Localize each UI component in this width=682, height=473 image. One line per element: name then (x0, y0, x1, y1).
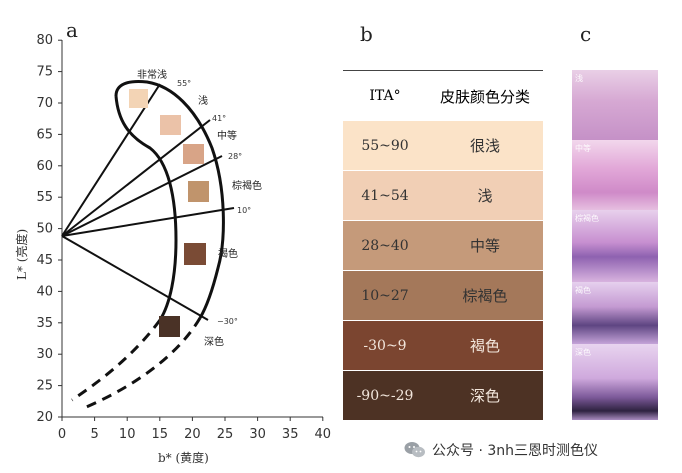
x-axis-title: b* (黄度) (158, 450, 209, 465)
label-brown: 褐色 (218, 247, 238, 260)
panel-a-letter: a (66, 18, 78, 42)
angle-41: 41° (212, 114, 226, 123)
ray-41 (61, 119, 211, 237)
table-header: ITA° 皮肤颜色分类 (343, 70, 543, 121)
y-tick-label: 75 (36, 65, 53, 80)
ita-diagram: 20 25 30 35 40 45 50 55 60 65 70 75 80 0 5 10 15 20 25 30 3… (0, 0, 340, 473)
row-label: 深色 (469, 387, 500, 405)
label-dark: 深色 (204, 335, 224, 348)
tissue-image-intermediate: 中等 (572, 140, 658, 210)
tissue-label: 褐色 (575, 286, 591, 295)
y-tick-label: 45 (36, 253, 53, 268)
tissue-image-tan: 棕褐色 (572, 210, 658, 282)
swatch-brown (184, 243, 206, 265)
angle-55: 55° (177, 79, 191, 88)
wechat-icon (404, 442, 425, 458)
row-range: 41~54 (361, 187, 409, 204)
y-tick-label: 20 (36, 410, 53, 425)
row-label: 很浅 (469, 137, 500, 155)
row-range: 55~90 (361, 137, 409, 154)
swatch-light (160, 115, 181, 135)
angle-28: 28° (228, 152, 242, 161)
ita-diagram-svg: 20 25 30 35 40 45 50 55 60 65 70 75 80 0 5 10 15 20 25 30 3… (14, 33, 332, 465)
gamut-inner-dashed (71, 319, 162, 402)
row-range: 10~27 (361, 287, 409, 304)
y-tick-label: 60 (36, 159, 53, 174)
y-axis-title: L* (亮度) (14, 229, 29, 280)
y-tick-label: 40 (36, 284, 53, 299)
swatch-very-light (129, 89, 148, 108)
x-tick-label: 25 (217, 427, 234, 442)
row-label: 褐色 (469, 337, 500, 355)
x-tick-label: 10 (119, 427, 136, 442)
y-tick-label: 25 (36, 379, 53, 394)
y-tick-label: 80 (36, 33, 53, 48)
swatch-dark (159, 316, 180, 337)
tissue-label: 深色 (575, 348, 591, 357)
histology-panel: 浅 中等 棕褐色 褐色 深色 (568, 0, 682, 473)
watermark: 公众号 · 3nh三恩时测色仪 (398, 436, 605, 464)
label-very-light: 非常浅 (137, 68, 167, 81)
tissue-image-brown: 褐色 (572, 282, 658, 344)
x-tick-label: 35 (282, 427, 299, 442)
ita-rays (61, 83, 235, 321)
tissue-image-light: 浅 (572, 70, 658, 140)
x-tick-label: 0 (58, 427, 66, 442)
panel-b-letter: b (360, 22, 373, 46)
row-range: -30~9 (363, 337, 407, 354)
swatch-intermediate (183, 144, 204, 164)
tissue-label: 中等 (575, 144, 591, 153)
swatch-tan (188, 181, 209, 202)
gamut-outer-dashed (83, 317, 202, 410)
header-ita: ITA° (369, 88, 401, 104)
row-range: 28~40 (361, 237, 409, 254)
panel-c-letter: c (580, 22, 592, 46)
angle-10: 10° (237, 206, 251, 215)
x-tick-label: 40 (315, 427, 332, 442)
label-tan: 棕褐色 (232, 179, 262, 192)
ita-table: ITA° 皮肤颜色分类 55~90 很浅 41~54 浅 28~40 中等 10… (343, 0, 543, 473)
y-tick-label: 50 (36, 222, 53, 237)
table-row: 41~54 浅 (343, 171, 543, 220)
ray-55 (61, 83, 161, 237)
label-light: 浅 (198, 94, 208, 107)
y-tick-label: 70 (36, 96, 53, 111)
tissue-label: 棕褐色 (575, 214, 599, 223)
angle-minus30: −30° (217, 317, 238, 326)
x-tick-label: 20 (184, 427, 201, 442)
y-tick-label: 30 (36, 347, 53, 362)
gamut-inner-boundary (114, 95, 178, 321)
y-tick-label: 65 (36, 127, 53, 142)
table-row: -30~9 褐色 (343, 321, 543, 370)
tissue-image-dark: 深色 (572, 344, 658, 420)
y-tick-label: 55 (36, 190, 53, 205)
header-classification: 皮肤颜色分类 (439, 87, 530, 106)
x-tick-label: 30 (249, 427, 266, 442)
x-tick-label: 5 (90, 427, 98, 442)
table-row: 55~90 很浅 (343, 121, 543, 170)
table-row: 28~40 中等 (343, 221, 543, 270)
row-label: 浅 (477, 187, 493, 205)
gamut-outer-boundary (114, 80, 225, 319)
label-intermediate: 中等 (217, 129, 237, 142)
row-label: 中等 (469, 237, 500, 255)
row-range: -90~-29 (356, 387, 414, 404)
tissue-label: 浅 (575, 74, 583, 83)
row-label: 棕褐色 (462, 287, 508, 305)
watermark-text: 公众号 · 3nh三恩时测色仪 (432, 443, 599, 459)
ray-minus30 (61, 235, 209, 321)
table-row: 10~27 棕褐色 (343, 271, 543, 320)
ray-10 (61, 207, 235, 237)
ray-28 (61, 155, 223, 237)
y-tick-label: 35 (36, 316, 53, 331)
table-row: -90~-29 深色 (343, 371, 543, 420)
x-tick-label: 15 (152, 427, 169, 442)
